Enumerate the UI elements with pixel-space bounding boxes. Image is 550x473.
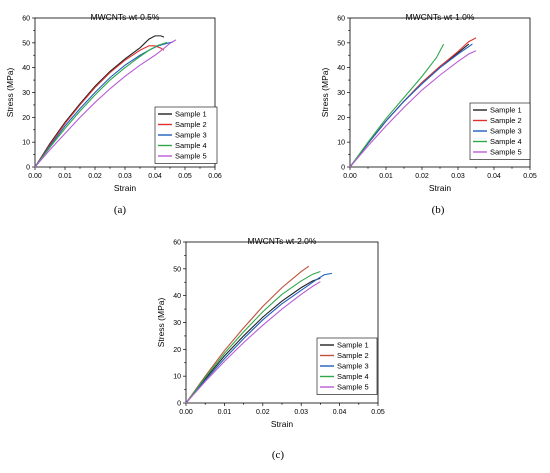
y-tick-label: 20 (173, 347, 181, 354)
series-line-sample-1 (34, 35, 165, 168)
series-line-sample-5 (185, 281, 321, 404)
x-tick-label: 0.05 (523, 173, 537, 180)
y-tick-label: 40 (22, 65, 30, 72)
legend-entry: Sample 1 (490, 106, 522, 115)
chart-title: MWCNTs wt-0.5% (91, 12, 160, 22)
y-tick-label: 20 (337, 115, 345, 122)
legend-entry: Sample 4 (337, 372, 369, 381)
series-line-sample-5 (34, 39, 177, 168)
y-tick-label: 30 (173, 320, 181, 327)
legend-entry: Sample 5 (337, 383, 369, 392)
series-line-sample-3 (185, 272, 333, 404)
series-line-sample-3 (349, 43, 473, 168)
legend-entry: Sample 3 (490, 127, 522, 136)
y-tick-label: 0 (341, 165, 345, 172)
legend-entry: Sample 2 (337, 351, 369, 360)
panel-label: (c) (272, 449, 285, 461)
chart-title: MWCNTs wt-2.0% (248, 236, 317, 246)
series-line-sample-1 (349, 43, 470, 168)
chart-panel-1: 0.00 0.01 0.02 0.03 0.04 0.05 0.06 0 10 20 30 40 50 6… (5, 12, 222, 216)
y-tick-label: 60 (22, 16, 30, 23)
y-axis-label: Stress (MPa) (320, 68, 330, 118)
chart-panel-3: 0.00 0.01 0.02 0.03 0.04 0.05 0 10 20 30 40 50 60 Str… (156, 236, 385, 461)
x-tick-label: 0.00 (179, 409, 193, 416)
series-line-sample-4 (349, 43, 445, 168)
legend-entry: Sample 1 (337, 341, 369, 350)
x-axis-label: Strain (429, 183, 451, 193)
series-line-sample-4 (185, 271, 321, 404)
legend-entry: Sample 5 (490, 148, 522, 157)
series-line-sample-3 (34, 41, 174, 168)
panel-label: (b) (432, 204, 445, 216)
chart-panel-2: 0.00 0.01 0.02 0.03 0.04 0.05 0 10 20 30 40 50 60 Str… (320, 12, 537, 216)
x-tick-label: 0.03 (451, 173, 465, 180)
y-axis-label: Stress (MPa) (5, 68, 15, 118)
series-line-sample-1 (185, 277, 321, 404)
legend-entry: Sample 3 (175, 131, 207, 140)
y-tick-label: 10 (173, 374, 181, 381)
x-tick-label: 0.04 (487, 173, 501, 180)
x-axis-label: Strain (114, 183, 136, 193)
y-tick-label: 40 (337, 65, 345, 72)
y-tick-label: 60 (173, 240, 181, 247)
y-tick-label: 30 (22, 90, 30, 97)
x-axis-label: Strain (271, 419, 293, 429)
legend-entry: Sample 2 (490, 116, 522, 125)
legend-entry: Sample 4 (175, 141, 207, 150)
y-tick-label: 50 (337, 40, 345, 47)
y-tick-label: 40 (173, 293, 181, 300)
x-tick-label: 0.00 (28, 173, 42, 180)
x-tick-label: 0.04 (333, 409, 347, 416)
x-tick-label: 0.06 (208, 173, 222, 180)
panel-label: (a) (114, 204, 127, 216)
x-tick-label: 0.05 (178, 173, 192, 180)
series-line-sample-2 (349, 37, 477, 168)
y-tick-label: 0 (177, 401, 181, 408)
y-tick-label: 30 (337, 90, 345, 97)
legend-entry: Sample 1 (175, 110, 207, 119)
x-tick-label: 0.03 (294, 409, 308, 416)
legend-entry: Sample 5 (175, 152, 207, 161)
y-tick-label: 50 (22, 40, 30, 47)
y-tick-label: 60 (337, 16, 345, 23)
x-tick-label: 0.00 (343, 173, 357, 180)
y-tick-label: 0 (26, 165, 30, 172)
series-line-sample-5 (349, 50, 477, 168)
y-axis-label: Stress (MPa) (156, 298, 166, 348)
y-tick-label: 10 (22, 140, 30, 147)
x-tick-label: 0.02 (88, 173, 102, 180)
y-tick-label: 50 (173, 266, 181, 273)
chart-title: MWCNTs wt-1.0% (406, 12, 475, 22)
x-tick-label: 0.01 (379, 173, 393, 180)
x-tick-label: 0.05 (371, 409, 385, 416)
y-tick-label: 20 (22, 115, 30, 122)
series-line-sample-2 (185, 265, 310, 404)
x-tick-label: 0.02 (415, 173, 429, 180)
x-tick-label: 0.04 (148, 173, 162, 180)
legend-entry: Sample 3 (337, 362, 369, 371)
x-tick-label: 0.01 (58, 173, 72, 180)
series-line-sample-4 (34, 41, 168, 168)
x-tick-label: 0.01 (218, 409, 232, 416)
legend-entry: Sample 2 (175, 120, 207, 129)
x-tick-label: 0.03 (118, 173, 132, 180)
series-line-sample-2 (34, 45, 165, 168)
legend-entry: Sample 4 (490, 137, 522, 146)
y-tick-label: 10 (337, 140, 345, 147)
x-tick-label: 0.02 (256, 409, 270, 416)
